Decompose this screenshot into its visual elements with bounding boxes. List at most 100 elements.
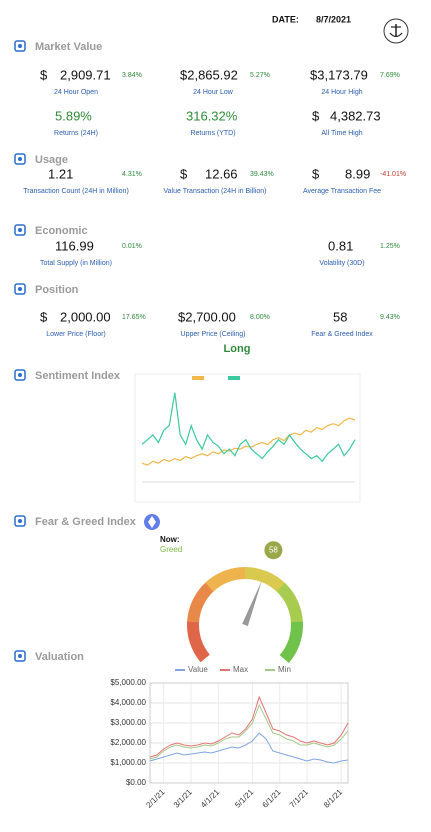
- icon-shape: [14, 369, 26, 381]
- stat-value: 4,382.73: [330, 108, 381, 123]
- section-title: Market Value: [35, 41, 102, 53]
- currency-prefix: $: [40, 67, 48, 82]
- stat-change: 39.43%: [250, 171, 274, 178]
- icon-shape: [14, 224, 26, 236]
- section-title: Position: [35, 284, 79, 296]
- eth-icon: [144, 514, 160, 530]
- stat-change: 5.27%: [250, 72, 270, 79]
- currency-prefix: $: [312, 166, 320, 181]
- stat-value: 12.66: [205, 166, 238, 181]
- stat-value: 1.21: [48, 166, 73, 181]
- icon-shape: [14, 153, 26, 165]
- icon-shape: [14, 40, 26, 52]
- stat-change: 1.25%: [380, 243, 400, 250]
- section-title: Economic: [35, 225, 88, 237]
- x-tick-label: 3/1/21: [172, 787, 194, 809]
- gauge-arc: [279, 621, 303, 664]
- gauge-arc: [187, 620, 210, 663]
- gauge-arc: [187, 582, 215, 623]
- stat-value: $3,173.79: [310, 67, 368, 82]
- section-title: Valuation: [35, 651, 84, 663]
- currency-prefix: $: [312, 108, 320, 123]
- stat-label: Fear & Greed Index: [311, 331, 373, 338]
- icon-dot: [18, 373, 22, 377]
- icon-shape: [14, 515, 26, 527]
- stat-label: Returns (YTD): [190, 130, 235, 137]
- stat-label: Value Transaction (24H in Billion): [164, 188, 267, 195]
- section-icon: [14, 283, 26, 295]
- stat-value: 2,000.00: [60, 309, 111, 324]
- date: 8/7/2021: [316, 14, 351, 24]
- stat-label: Lower Price (Floor): [46, 331, 106, 338]
- y-tick-label: $0.00: [126, 778, 147, 787]
- y-tick-label: $1,000.00: [110, 758, 146, 767]
- y-tick-label: $3,000.00: [110, 718, 146, 727]
- icon-dot: [18, 44, 22, 48]
- icon-dot: [18, 157, 22, 161]
- gauge-value: 58: [269, 545, 278, 554]
- stat-label: Average Transaction Fee: [303, 188, 381, 195]
- x-tick-label: 2/1/21: [144, 787, 166, 809]
- stat-change: 4.31%: [122, 171, 142, 178]
- section-icon: [14, 369, 26, 381]
- section-icon: [14, 515, 26, 527]
- icon-dot: [18, 519, 22, 523]
- x-tick-label: 8/1/21: [322, 787, 344, 809]
- gauge-arc: [244, 567, 286, 593]
- stat-value: 0.81: [328, 238, 353, 253]
- stat-value: 116.99: [55, 238, 94, 253]
- series-line: [141, 392, 356, 463]
- series-line: [149, 732, 349, 764]
- stat-label: Volatility (30D): [319, 260, 364, 267]
- position-signal: Long: [224, 343, 251, 355]
- stat-value: 58: [333, 309, 347, 324]
- currency-prefix: $: [40, 309, 48, 324]
- stat-value: 5.89%: [55, 108, 92, 123]
- series-line: [149, 695, 349, 758]
- legend-label: Min: [278, 665, 291, 674]
- icon-dot: [18, 654, 22, 658]
- stat-label: All Time High: [321, 130, 362, 137]
- section-title: Usage: [35, 154, 68, 166]
- stat-value: 316.32%: [186, 108, 238, 123]
- gauge-needle: [242, 580, 263, 627]
- stat-label: 24 Hour Open: [54, 89, 98, 96]
- x-tick-label: 5/1/21: [233, 787, 255, 809]
- stat-change: 8.00%: [250, 314, 270, 321]
- x-tick-label: 7/1/21: [288, 787, 310, 809]
- section-icon: [14, 650, 26, 662]
- y-tick-label: $2,000.00: [110, 738, 146, 747]
- stat-change: 17.65%: [122, 314, 146, 321]
- icon-shape: [14, 283, 26, 295]
- logo: [383, 18, 409, 44]
- series-line: [141, 417, 356, 466]
- icon-shape: [14, 650, 26, 662]
- stat-label: 24 Hour Low: [193, 89, 234, 96]
- stat-label: 24 Hour High: [321, 89, 362, 96]
- stat-label: Upper Price (Ceiling): [181, 331, 246, 338]
- gauge-badge: [264, 541, 283, 560]
- stat-change: 0.01%: [122, 243, 142, 250]
- section-icon: [14, 224, 26, 236]
- x-tick-label: 4/1/21: [199, 787, 221, 809]
- section-title: Sentiment Index: [35, 370, 121, 382]
- icon-dot: [18, 228, 22, 232]
- date-label: DATE:: [272, 14, 299, 24]
- stat-value: 2,909.71: [60, 67, 111, 82]
- stat-label: Transaction Count (24H in Million): [23, 188, 129, 195]
- section-title: Fear & Greed Index: [35, 516, 137, 528]
- legend-label: Value: [188, 665, 208, 674]
- section-icon: [14, 40, 26, 52]
- y-tick-label: $5,000.00: [110, 678, 146, 687]
- stat-change: -41.01%: [380, 171, 406, 178]
- stat-value: $2,865.92: [180, 67, 238, 82]
- legend-swatch: [192, 376, 204, 380]
- stat-change: 3.84%: [122, 72, 142, 79]
- stat-value: 8.99: [345, 166, 370, 181]
- eth-glyph: [148, 516, 156, 528]
- chart-frame: [134, 373, 361, 503]
- x-tick-label: 6/1/21: [261, 787, 283, 809]
- stat-value: $2,700.00: [178, 309, 236, 324]
- legend-label: Max: [233, 665, 248, 674]
